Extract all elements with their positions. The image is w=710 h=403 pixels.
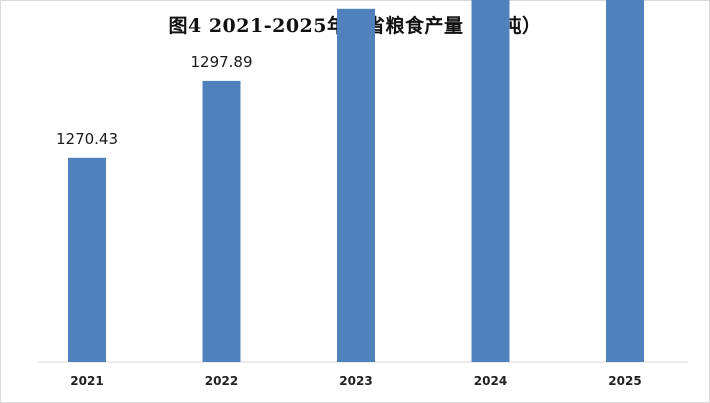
data-label-2021: 1270.43 xyxy=(56,130,118,148)
bar-2025 xyxy=(606,0,644,362)
data-label-2022: 1297.89 xyxy=(190,53,252,71)
bar-2024 xyxy=(471,0,510,362)
x-tick-label-2021: 2021 xyxy=(70,374,103,388)
bar-2021 xyxy=(68,157,106,362)
x-tick-label-2024: 2024 xyxy=(474,374,507,388)
x-tick-labels-group: 2021 2022 2023 2024 2025 xyxy=(70,374,641,388)
x-tick-label-2022: 2022 xyxy=(205,374,238,388)
x-tick-label-2025: 2025 xyxy=(608,374,641,388)
bars-group xyxy=(68,0,644,363)
x-tick-label-2023: 2023 xyxy=(339,374,372,388)
bar-2022 xyxy=(202,80,241,363)
bar-2023 xyxy=(337,8,375,363)
